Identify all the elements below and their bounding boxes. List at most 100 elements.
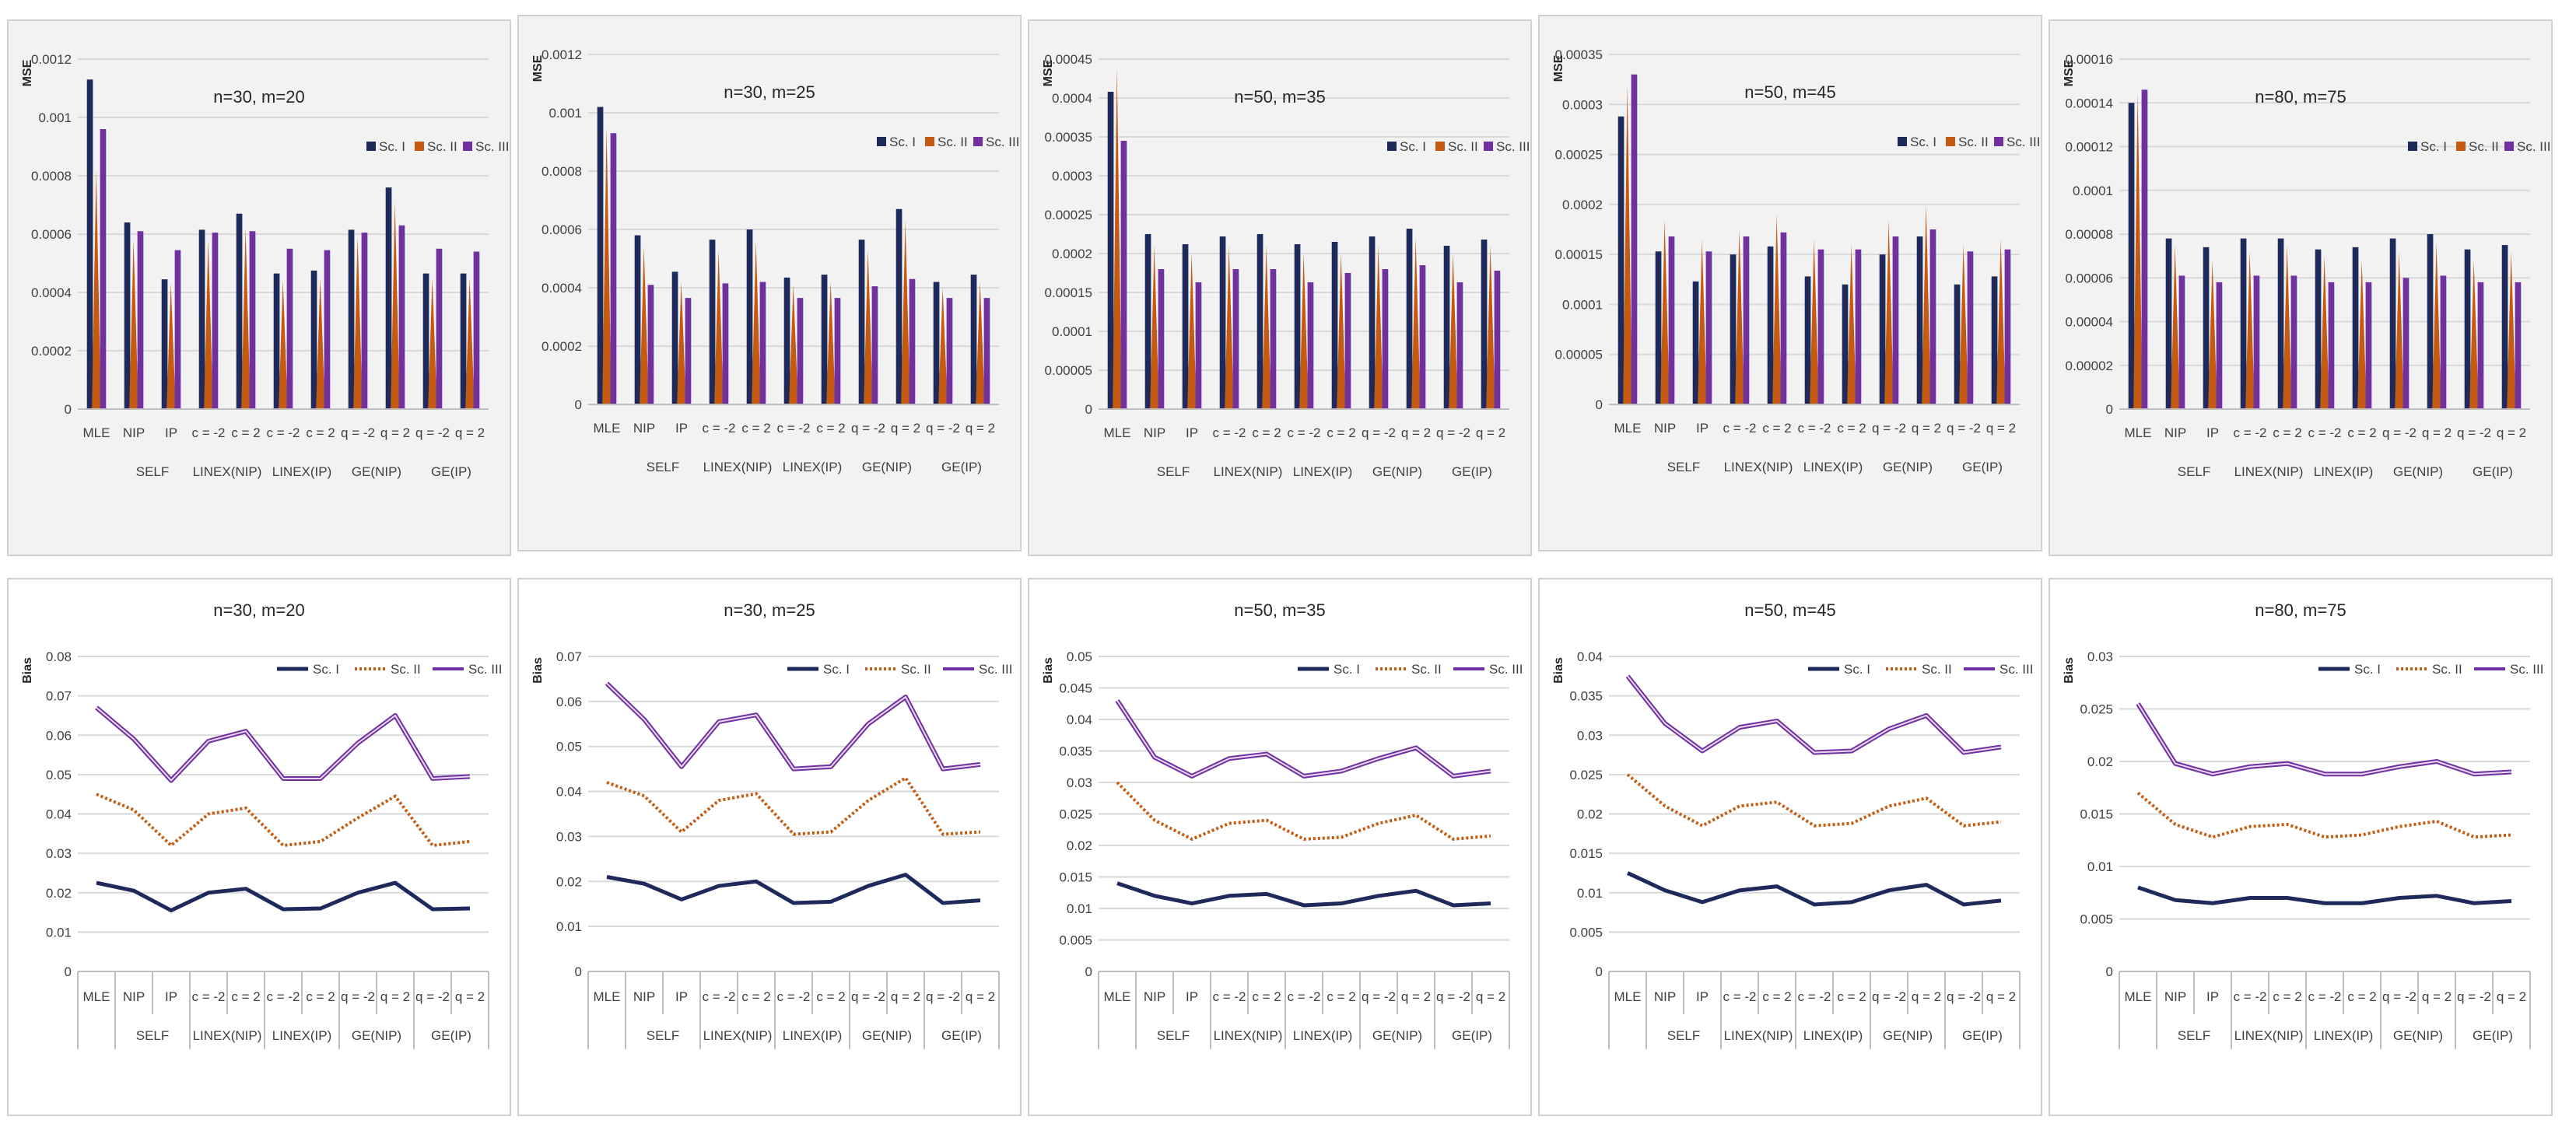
chart-panel-8: 0 0.005 0.01 0.015 0.02 0.025 0.03 0.035 0.04 0.0… [1028,578,1532,1116]
y-tick-label: 0.015 [2080,807,2113,822]
x-category-label: c = 2 [306,989,335,1004]
bar-sc3 [1855,249,1862,404]
x-group-label: SELF [1157,1028,1190,1043]
bar-sc3 [909,278,916,404]
bar-sc3 [398,225,405,409]
x-group-label: GE(NIP) [352,464,401,479]
bar-sc3 [797,298,804,404]
bar-sc1 [1256,234,1263,409]
y-tick-label: 0 [65,964,72,979]
legend-swatch [2456,142,2466,151]
bar-sc3 [2004,249,2011,404]
chart-title: n=50, m=35 [1234,600,1325,620]
x-category-label: q = 2 [891,989,920,1004]
y-tick-label: 0.01 [556,919,582,934]
x-category-label: q = -2 [1872,989,1906,1004]
x-category-label: c = -2 [2234,989,2267,1004]
bar-sc1 [1842,284,1849,404]
x-category-label: IP [2206,989,2219,1004]
y-tick-label: 0.02 [2087,754,2113,769]
bar-sc1 [348,229,355,409]
x-category-label: q = -2 [2457,425,2491,440]
x-category-label: MLE [1614,421,1642,436]
bar-sc3 [2290,275,2297,409]
bar-sc3 [286,248,293,409]
x-category-label: c = -2 [267,989,300,1004]
legend-label: Sc. II [2432,662,2462,677]
chart-title: n=80, m=75 [2255,600,2346,620]
bar-sc2 [2507,251,2516,409]
bar-sc3 [100,129,107,409]
bar-sc1 [2240,238,2247,409]
x-category-label: NIP [1144,425,1165,440]
bar-sc3 [871,286,878,404]
x-category-label: IP [675,421,688,436]
chart-panel-5: 0 0.00002 0.00004 0.00006 0.00008 0.0001 0.000… [2049,19,2553,556]
y-tick-label: 0.04 [1577,649,1603,664]
bar-sc1 [709,240,716,404]
bar-sc3 [946,298,953,404]
bar-sc2 [1374,246,1383,409]
legend-label: Sc. III [1489,662,1523,677]
y-tick-label: 0.0006 [31,227,72,242]
x-category-label: q = 2 [966,421,995,436]
bar-sc2 [602,127,612,404]
x-category-label: c = -2 [2308,425,2342,440]
chart-title: n=30, m=25 [724,82,815,102]
bar-sc1 [1219,236,1226,409]
bar-sc3 [361,233,368,409]
y-tick-label: 0.0002 [541,339,582,354]
bar-sc2 [1772,214,1782,404]
bar-sc2 [976,282,985,404]
legend-swatch [463,142,472,151]
y-tick-label: 0.06 [556,695,582,709]
bar-sc1 [310,270,317,409]
x-category-label: NIP [2164,425,2186,440]
bar-sc3 [2253,275,2260,409]
bar-sc1 [1617,116,1624,404]
x-group-label: GE(NIP) [2393,1028,2443,1043]
x-group-label: LINEX(NIP) [703,460,773,474]
y-tick-label: 0.0001 [1562,297,1603,312]
y-tick-label: 0.00004 [2066,315,2113,330]
bar-sc2 [1225,246,1234,409]
legend-label: Sc. II [391,662,421,677]
legend-swatch [1435,142,1445,151]
x-group-label: GE(IP) [941,1028,982,1043]
chart-title: n=30, m=20 [213,600,304,620]
x-group-label: LINEX(NIP) [2234,1028,2304,1043]
legend-label: Sc. I [1400,139,1426,154]
y-tick-label: 0.001 [38,110,72,125]
legend-swatch [877,137,886,146]
bar-sc3 [1419,265,1426,409]
line-sc3-inner [1627,675,2002,754]
bar-sc1 [2389,238,2396,409]
x-category-label: q = 2 [1912,421,1941,436]
bar-sc3 [2477,282,2484,409]
legend-label: Sc. III [1496,139,1530,154]
x-category-label: q = -2 [2382,989,2417,1004]
x-group-label: LINEX(NIP) [1724,460,1793,474]
bar-sc1 [2165,238,2172,409]
x-category-label: c = 2 [231,425,260,440]
bar-sc2 [1922,204,1931,404]
bar-sc1 [1107,92,1114,409]
y-tick-label: 0.00005 [1555,348,1603,362]
x-category-label: c = -2 [703,421,736,436]
bar-sc1 [124,222,131,409]
y-tick-label: 0.0012 [31,52,72,67]
bar-sc2 [316,278,325,409]
x-group-label: LINEX(IP) [1803,1028,1863,1043]
x-category-label: q = -2 [1947,421,1981,436]
chart-title: n=50, m=45 [1744,82,1835,102]
x-category-label: IP [165,425,177,440]
bar-sc2 [2208,260,2217,409]
legend-label: Sc. I [1334,662,1360,677]
bar-sc3 [2403,278,2410,409]
x-category-label: q = -2 [341,989,375,1004]
bar-sc2 [1411,238,1421,409]
legend-label: Sc. I [313,662,339,677]
y-tick-label: 0.01 [2087,859,2113,874]
bar-sc3 [610,133,617,404]
